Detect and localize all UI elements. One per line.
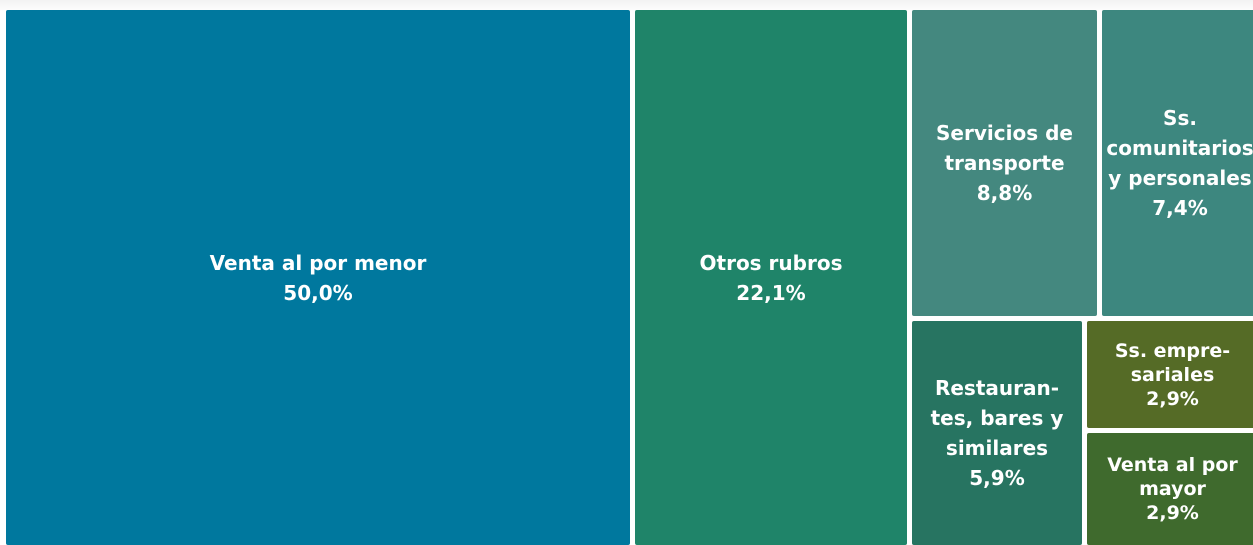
cell-label: Ss. empre­sariales [1114, 339, 1231, 386]
treemap-cell: Venta al por mayor 2,9% [1087, 433, 1253, 545]
treemap-cell: Venta al por menor 50,0% [6, 10, 630, 545]
treemap-cell: Ss. comunitarios y personales 7,4% [1102, 10, 1253, 316]
cell-label: Servicios de transporte [936, 121, 1073, 175]
cell-value: 7,4% [1152, 196, 1208, 220]
cell-label: Venta al por mayor [1107, 454, 1238, 500]
treemap-cell: Otros rubros 22,1% [635, 10, 907, 545]
treemap-cell: Servicios de transporte 8,8% [912, 10, 1097, 316]
cell-label: Restauran­tes, bares y similares [930, 376, 1064, 460]
cell-value: 2,9% [1146, 502, 1199, 524]
cell-value: 22,1% [736, 280, 806, 305]
cell-value: 5,9% [969, 466, 1025, 490]
cell-label: Otros rubros [699, 250, 843, 275]
treemap-cell: Restauran­tes, bares y similares 5,9% [912, 321, 1082, 545]
treemap-cell: Ss. empre­sariales 2,9% [1087, 321, 1253, 428]
cell-value: 2,9% [1146, 387, 1199, 410]
cell-value: 8,8% [976, 181, 1033, 205]
cell-label: Venta al por menor [209, 250, 427, 275]
cell-label: Ss. comunitarios y personales [1106, 106, 1253, 190]
cell-value: 50,0% [283, 280, 353, 305]
